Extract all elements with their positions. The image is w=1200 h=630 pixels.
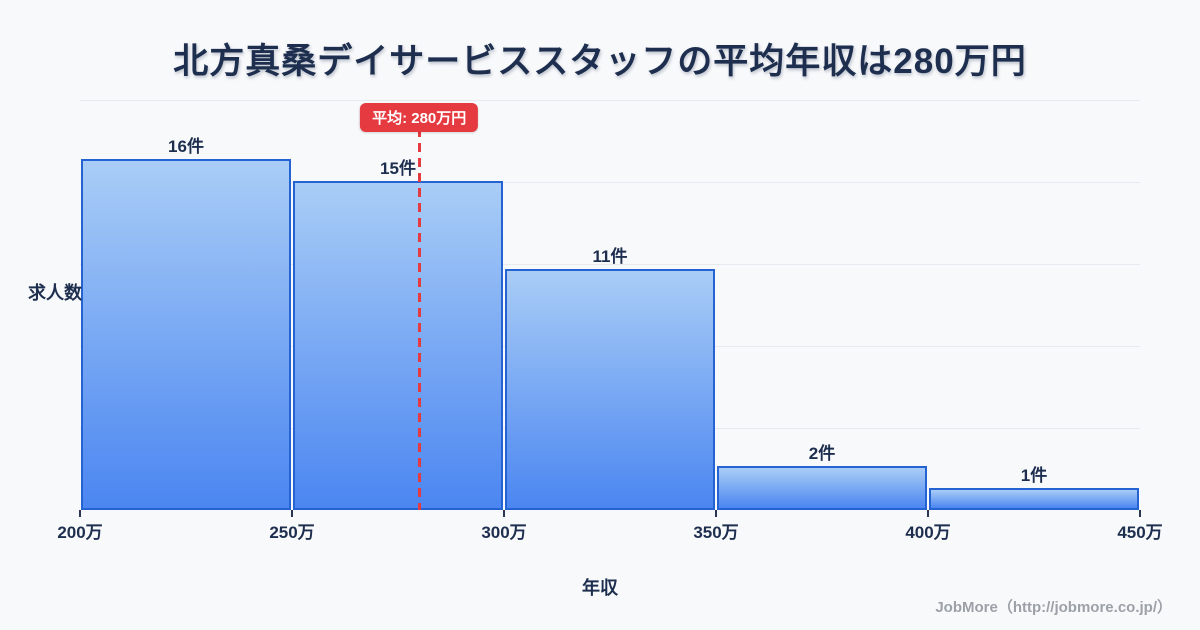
x-tick-label: 450万 [1117, 523, 1163, 542]
x-axis-tick [79, 510, 81, 517]
gridline [80, 182, 1140, 183]
bar-value-label: 16件 [168, 137, 204, 157]
mean-value-badge: 平均: 280万円 [360, 103, 479, 132]
x-tick-label: 200万 [57, 523, 103, 542]
gridline [80, 264, 1140, 265]
bar-value-label: 1件 [1020, 466, 1048, 486]
chart-title: 北方真桑デイサービススタッフの平均年収は280万円 [173, 42, 1027, 81]
histogram-bar [717, 466, 927, 510]
histogram-bar [81, 159, 291, 510]
y-axis-label: 求人数 [28, 283, 82, 303]
x-tick-label: 350万 [693, 523, 739, 542]
x-axis-tick [927, 510, 929, 517]
footer-credit: JobMore（http://jobmore.co.jp/） [935, 599, 1172, 616]
x-axis-tick [715, 510, 717, 517]
x-tick-label: 300万 [481, 523, 527, 542]
bar-value-label: 15件 [380, 159, 416, 179]
histogram-bar [929, 488, 1139, 510]
x-axis-tick [503, 510, 505, 517]
gridline [80, 100, 1140, 101]
x-axis-tick [1139, 510, 1141, 517]
histogram-bar [293, 181, 503, 510]
x-axis-tick [291, 510, 293, 517]
bar-value-label: 11件 [592, 246, 628, 266]
x-tick-label: 250万 [269, 523, 315, 542]
x-tick-label: 400万 [905, 523, 951, 542]
histogram-bar [505, 268, 715, 510]
bar-value-label: 2件 [808, 444, 836, 464]
mean-dashed-line [417, 128, 421, 510]
x-axis-label: 年収 [582, 578, 618, 598]
